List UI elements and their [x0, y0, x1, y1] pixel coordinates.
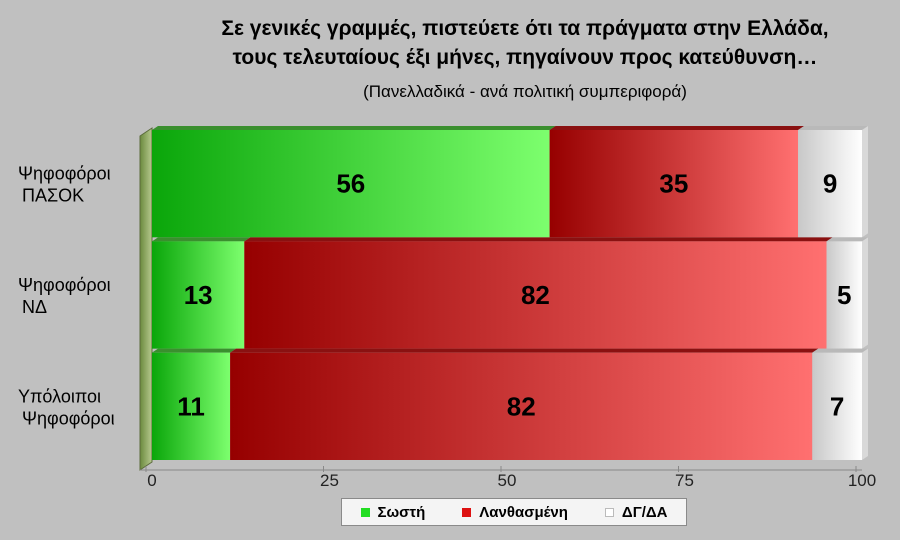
bar-segment	[230, 352, 813, 460]
data-label: 82	[521, 280, 550, 310]
x-tick-label: 100	[848, 471, 876, 490]
bars-layer	[152, 126, 868, 460]
x-tick-label: 0	[147, 471, 156, 490]
bar-top-face	[826, 237, 868, 242]
bar-segment	[549, 130, 799, 238]
category-label: Ψηφοφόροι	[18, 164, 111, 184]
chart-title: Σε γενικές γραμμές, πιστεύετε ότι τα πρά…	[160, 14, 890, 72]
bar-segment	[826, 241, 862, 349]
plot-side-wall	[139, 127, 153, 471]
chart-legend: Σωστή Λανθασμένη ΔΓ/ΔΑ	[341, 498, 687, 526]
bar-segment	[812, 352, 862, 460]
category-label: ΠΑΣΟΚ	[22, 186, 84, 206]
category-label: Ψηφοφόροι	[22, 408, 115, 428]
bar-top-face	[244, 237, 833, 242]
legend-item-wrong: Λανθασμένη	[462, 504, 568, 521]
legend-item-dk-na: ΔΓ/ΔΑ	[604, 503, 668, 521]
legend-swatch-correct	[360, 507, 370, 517]
data-label: 7	[830, 391, 844, 421]
data-label: 5	[837, 280, 851, 310]
x-tick-label: 75	[675, 471, 694, 490]
legend-item-correct: Σωστή	[360, 503, 426, 521]
bar-segment	[152, 241, 245, 349]
data-label: 35	[659, 169, 688, 199]
bar-segment	[152, 352, 231, 460]
legend-swatch-dk-na	[604, 507, 614, 517]
bar-segment	[152, 130, 550, 238]
category-label: ΝΔ	[22, 297, 47, 317]
legend-label-dk-na: ΔΓ/ΔΑ	[621, 503, 668, 521]
chart-title-line-2: τους τελευταίους έξι μήνες, πηγαίνουν πρ…	[232, 46, 818, 69]
data-label: 56	[336, 169, 365, 199]
bar-top-face	[798, 126, 868, 130]
category-label: Ψηφοφόροι	[18, 275, 111, 295]
category-label: Υπόλοιποι	[18, 386, 101, 406]
data-label: 11	[177, 391, 205, 421]
legend-label-wrong: Λανθασμένη	[479, 503, 568, 521]
bar-top-face	[812, 348, 868, 353]
x-tick-label: 50	[498, 471, 517, 490]
bar-segment	[244, 241, 827, 349]
bar-end-face	[862, 348, 868, 460]
bar-top-face	[152, 126, 556, 130]
bar-segment	[798, 130, 862, 238]
axis-layer: 0 25 50 75 100	[139, 127, 876, 490]
bar-top-face	[230, 348, 819, 353]
bar-top-face	[152, 237, 251, 242]
legend-label-correct: Σωστή	[377, 503, 426, 521]
bar-end-face	[862, 126, 868, 238]
bar-end-face	[862, 237, 868, 349]
data-label: 82	[507, 391, 536, 421]
bar-top-face	[152, 348, 237, 353]
data-label: 9	[823, 169, 837, 199]
chart-title-line-1: Σε γενικές γραμμές, πιστεύετε ότι τα πρά…	[221, 17, 829, 40]
legend-swatch-wrong	[462, 507, 472, 517]
data-label: 13	[184, 280, 213, 310]
chart-subtitle: (Πανελλαδικά - ανά πολιτική συμπεριφορά)	[363, 82, 687, 101]
bar-top-face	[549, 126, 805, 130]
x-tick-label: 25	[320, 471, 339, 490]
